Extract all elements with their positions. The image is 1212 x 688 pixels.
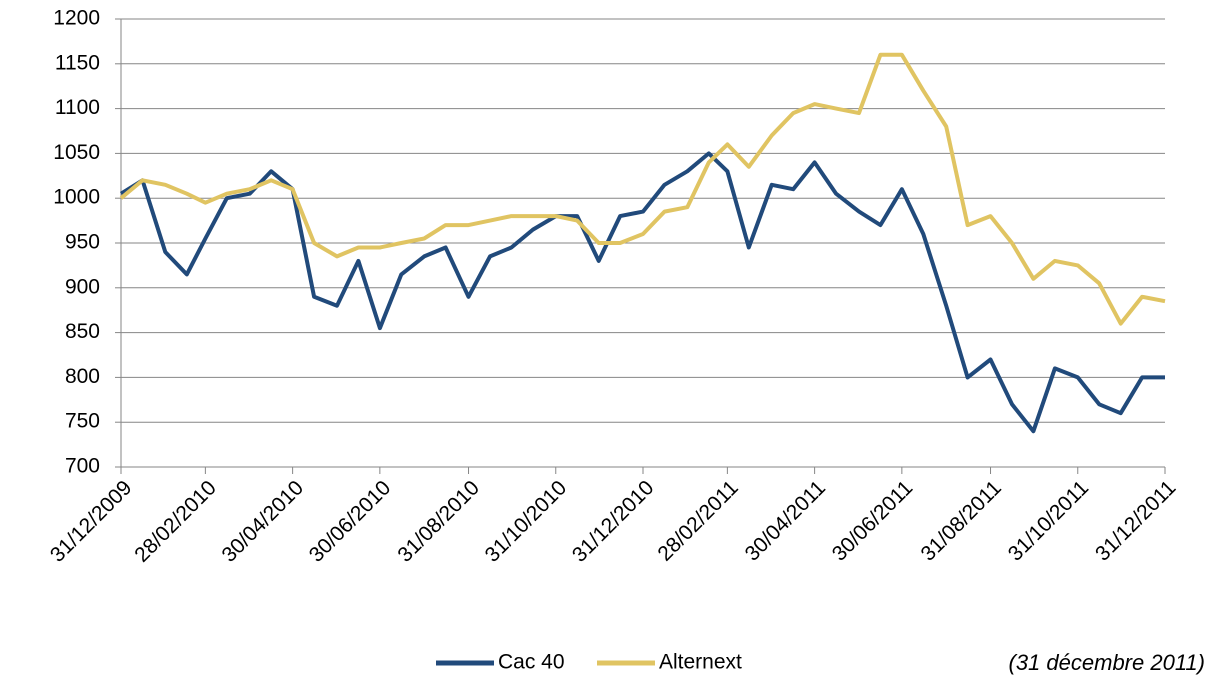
y-tick-label: 900 [65, 275, 100, 298]
series-line [119, 151, 1165, 434]
y-tick-label: 1050 [53, 141, 100, 164]
x-tick-label: 28/02/2011 [653, 476, 742, 565]
x-tick-label: 30/06/2011 [828, 476, 917, 565]
x-tick-label: 31/12/2010 [568, 476, 659, 567]
y-tick-label: 700 [65, 455, 100, 478]
x-tick-label: 31/12/2009 [46, 476, 137, 567]
y-tick-label: 950 [65, 231, 100, 254]
series-line [119, 52, 1166, 326]
y-tick-label: 800 [65, 365, 100, 388]
x-tick-label: 31/08/2010 [393, 476, 484, 567]
y-tick-label: 750 [65, 410, 100, 433]
y-tick-label: 1200 [53, 7, 100, 30]
y-tick-label: 1000 [53, 186, 100, 209]
x-tick-label: 28/02/2010 [130, 476, 221, 567]
y-tick-label: 1150 [55, 51, 100, 74]
legend-label: Cac 40 [498, 651, 565, 674]
x-tick-label: 30/06/2010 [305, 476, 396, 567]
x-tick-label: 31/08/2011 [916, 476, 1005, 565]
y-tick-label: 850 [65, 320, 100, 343]
x-tick-label: 30/04/2011 [741, 476, 830, 565]
annotation: (31 décembre 2011) [1009, 650, 1206, 675]
y-tick-label: 1100 [55, 96, 100, 119]
legend-label: Alternext [659, 651, 742, 674]
x-tick-label: 30/04/2010 [217, 476, 308, 567]
x-tick-label: 31/10/2011 [1004, 476, 1093, 565]
x-tick-label: 31/12/2011 [1091, 476, 1180, 565]
x-tick-label: 31/10/2010 [481, 476, 572, 567]
